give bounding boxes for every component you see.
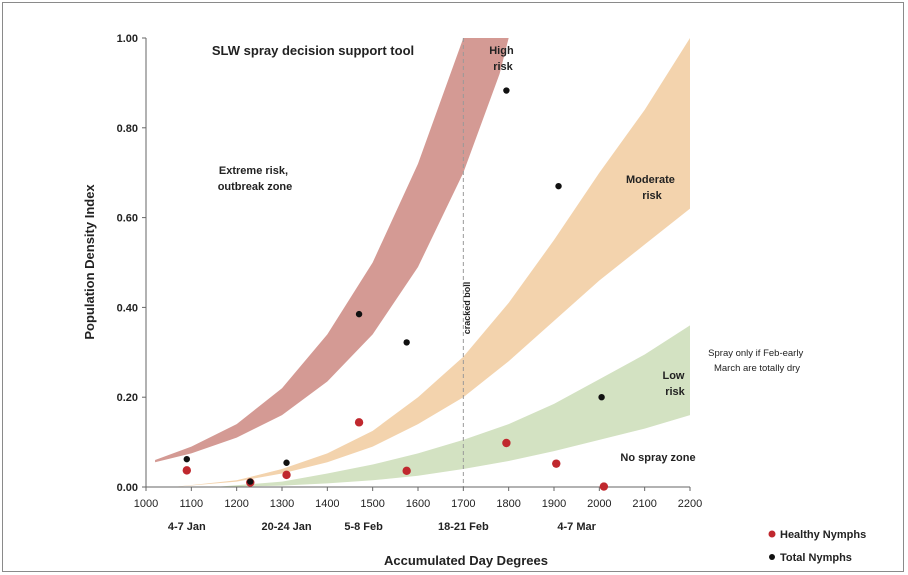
axes: 0.00 0.20 0.40 0.60 0.80 1.00 1000 1100 1200 1300…: [117, 33, 703, 510]
x-tick-label: 2200: [678, 498, 702, 510]
x-tick-label: 1100: [180, 498, 204, 510]
healthy-nymphs-point: [552, 459, 561, 468]
healthy-nymphs-point: [502, 438, 511, 448]
healthy-nymphs-point: [182, 466, 191, 475]
x-tick-label: 1800: [496, 498, 520, 510]
zone-label-high-line2: risk: [493, 61, 513, 73]
zone-label-extreme-line2: outbreak zone: [218, 181, 293, 193]
x-tick-label: 1300: [270, 498, 294, 510]
legend-marker-healthy: [768, 530, 776, 538]
x-tick-label: 1200: [224, 498, 248, 510]
total-nymphs-point: [403, 339, 410, 346]
total-nymphs-point: [247, 478, 254, 485]
x-tick-label: 1700: [451, 498, 475, 510]
zone-labels: Extreme risk, outbreak zone High risk Mo…: [218, 45, 696, 464]
legend-marker-total: [769, 554, 775, 560]
x-tick-label: 1500: [360, 498, 384, 510]
legend-label-total: Total Nymphs: [780, 552, 852, 564]
zone-label-extreme: Extreme risk, outbreak zone: [218, 165, 293, 193]
total-nymphs-point: [555, 182, 562, 190]
x-tick-label: 1900: [542, 498, 566, 510]
data-points: [182, 87, 609, 491]
date-label: 5-8 Feb: [344, 521, 383, 533]
total-nymphs-point: [503, 87, 510, 94]
reference-line-label: cracked boll: [462, 282, 472, 335]
risk-zones: [155, 38, 690, 487]
date-label: 20-24 Jan: [261, 521, 311, 533]
x-tick-label: 2100: [632, 498, 656, 510]
healthy-nymphs-point: [402, 466, 411, 476]
total-nymphs-point: [355, 310, 363, 318]
total-nymphs-point: [183, 455, 190, 463]
healthy-nymphs-point: [599, 482, 609, 491]
chart-title: SLW spray decision support tool: [212, 43, 414, 58]
date-label: 4-7 Mar: [557, 521, 596, 533]
healthy-nymphs-point: [354, 418, 364, 427]
zone-label-low: Low risk: [662, 370, 687, 398]
y-tick-label: 0.80: [117, 123, 138, 135]
zone-label-extreme-line1: Extreme risk,: [219, 165, 288, 177]
y-tick-label: 1.00: [117, 33, 138, 45]
date-labels: 4-7 Jan 20-24 Jan 5-8 Feb 18-21 Feb 4-7 Mar: [168, 521, 597, 533]
x-tick-label: 1000: [134, 498, 158, 510]
y-tick-label: 0.20: [117, 392, 138, 404]
zone-label-moderate-line1: Moderate: [626, 174, 675, 186]
y-tick-label: 0.00: [117, 482, 138, 494]
zone-label-high-line1: High: [489, 45, 514, 57]
y-axis-label: Population Density Index: [82, 184, 97, 340]
x-axis-label: Accumulated Day Degrees: [384, 553, 548, 568]
date-label: 4-7 Jan: [168, 521, 206, 533]
x-tick-label: 1400: [315, 498, 339, 510]
zone-label-low-line1: Low: [662, 370, 684, 382]
total-nymphs-point: [598, 394, 605, 401]
total-nymphs-point: [283, 459, 290, 466]
zone-band-0: [155, 38, 509, 463]
zone-band-3: [214, 325, 690, 487]
spray-note: Spray only if Feb-early March are totall…: [708, 348, 806, 374]
zone-label-low-line2: risk: [665, 386, 685, 398]
zone-band-2: [173, 38, 690, 487]
spray-note-line1: Spray only if Feb-early: [708, 348, 803, 359]
x-tick-label: 1600: [406, 498, 430, 510]
healthy-nymphs-point: [282, 470, 291, 480]
zone-label-high: High risk: [489, 45, 517, 73]
y-tick-label: 0.60: [117, 213, 138, 225]
zone-label-moderate-line2: risk: [642, 190, 662, 202]
zone-label-moderate: Moderate risk: [626, 174, 678, 202]
y-tick-label: 0.40: [117, 302, 138, 314]
zone-label-no-spray: No spray zone: [620, 452, 695, 464]
date-label: 18-21 Feb: [438, 521, 489, 533]
legend-label-healthy: Healthy Nymphs: [780, 529, 866, 541]
spray-note-line2: March are totally dry: [714, 363, 800, 374]
x-tick-label: 2000: [587, 498, 611, 510]
legend: Healthy Nymphs Total Nymphs: [768, 529, 866, 564]
